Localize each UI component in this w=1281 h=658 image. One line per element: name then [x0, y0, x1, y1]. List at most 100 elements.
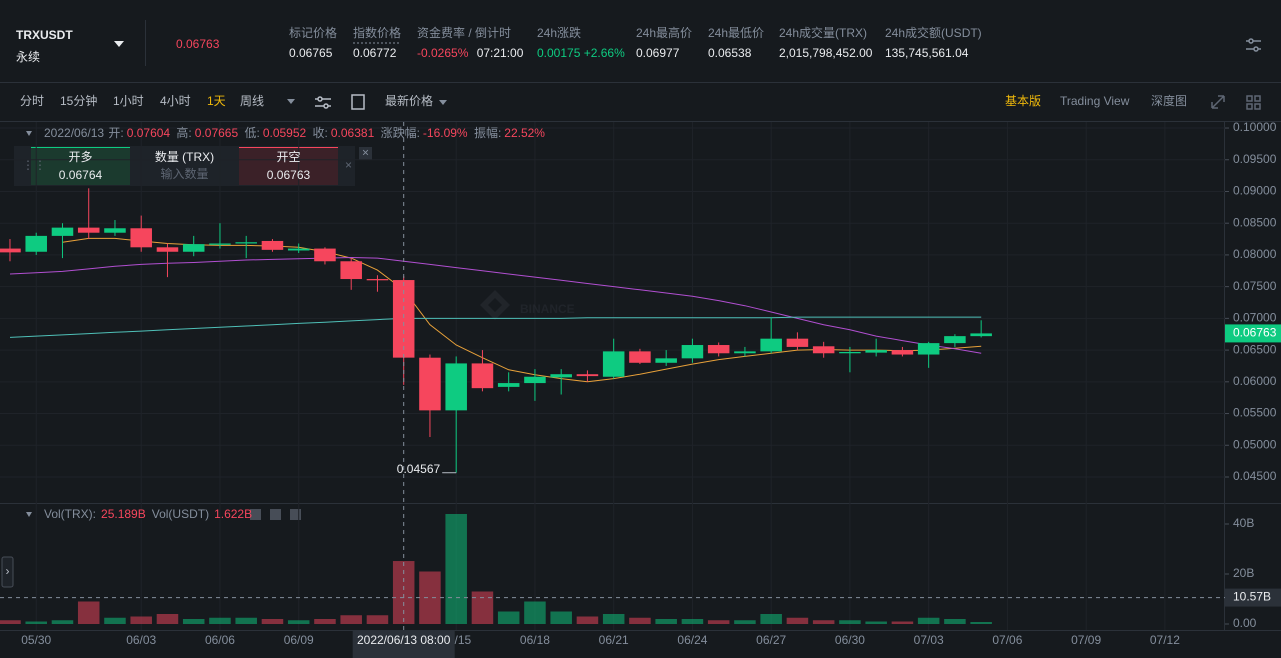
- stat-label: 24h成交量(TRX): [779, 25, 867, 40]
- interval-tab[interactable]: 1天: [207, 94, 226, 108]
- legend-label: 涨跌幅:: [381, 125, 420, 140]
- layout-icon[interactable]: [351, 94, 365, 110]
- legend-value: 0.05952: [263, 126, 307, 140]
- short-price[interactable]: 0.06763: [267, 168, 311, 182]
- candle-body: [970, 333, 992, 337]
- stat-value: 0.06765: [289, 46, 333, 60]
- volume-bar: [104, 617, 126, 624]
- candle-body: [130, 228, 152, 248]
- volume-bar: [891, 621, 914, 624]
- quantity-input[interactable]: 输入数量: [160, 166, 208, 181]
- fullscreen-icon[interactable]: [1211, 95, 1225, 109]
- indicator-icon[interactable]: [315, 96, 331, 109]
- watermark-logo: [480, 290, 510, 320]
- volume-bar: [602, 614, 625, 624]
- candle-body: [366, 279, 389, 281]
- close-icon[interactable]: ×: [362, 146, 369, 160]
- expand-icon[interactable]: ›: [6, 564, 10, 578]
- volume-legend-label: Vol(USDT): [152, 507, 209, 521]
- last-price: 0.06763: [176, 37, 220, 51]
- time-tick-label: 07/03: [914, 633, 944, 647]
- volume-legend-toggle[interactable]: [26, 512, 32, 517]
- stat-value: 0.00175 +2.66%: [537, 46, 625, 60]
- long-price[interactable]: 0.06764: [59, 168, 103, 182]
- candle-body: [156, 247, 179, 252]
- price-tick-label: 0.07000: [1233, 311, 1277, 325]
- last-price-label: 0.06763: [1233, 326, 1277, 340]
- legend-label: 低:: [244, 126, 259, 140]
- time-tick-label: 06/03: [126, 633, 156, 647]
- watermark: BINANCE: [480, 290, 575, 320]
- moving-average: [9, 316, 982, 338]
- candle-body: [0, 248, 21, 253]
- volume-bar: [944, 619, 966, 624]
- volume-bar: [25, 621, 47, 624]
- volume-bar: [839, 620, 861, 624]
- contract-type: 永续: [16, 50, 40, 64]
- short-label[interactable]: 开空: [276, 150, 300, 164]
- price-type-dropdown[interactable]: [439, 100, 447, 105]
- expand-button[interactable]: [1, 556, 14, 588]
- stat-label: 24h最低价: [708, 26, 764, 40]
- volume-bar: [681, 619, 704, 624]
- view-tab[interactable]: Trading View: [1060, 94, 1130, 108]
- volume-current-label: 10.57B: [1233, 590, 1271, 604]
- watermark-text: BINANCE: [520, 302, 575, 316]
- volume-bar: [655, 619, 677, 624]
- long-button[interactable]: [31, 147, 130, 185]
- view-tab[interactable]: 深度图: [1151, 93, 1187, 108]
- legend-toggle[interactable]: [26, 131, 32, 136]
- interval-tab[interactable]: 1小时: [113, 94, 144, 108]
- candle-body: [524, 376, 546, 384]
- volume-legend-value: 1.622B: [214, 507, 252, 521]
- long-label[interactable]: 开多: [68, 150, 92, 164]
- crosshair-label-bg: [352, 630, 455, 658]
- crosshair-label: 2022/06/13 08:00: [357, 633, 451, 647]
- candle-body: [655, 358, 677, 363]
- interval-tab[interactable]: 15分钟: [60, 93, 97, 108]
- volume-bar: [235, 617, 257, 624]
- panel-close[interactable]: ×: [345, 158, 352, 172]
- view-tab[interactable]: 基本版: [1005, 94, 1041, 108]
- interval-tab[interactable]: 周线: [240, 94, 264, 108]
- time-tick-label: 07/12: [1150, 633, 1180, 647]
- stat-value: 0.06538: [708, 46, 752, 60]
- short-button[interactable]: [239, 147, 338, 185]
- interval-tab[interactable]: 4小时: [160, 94, 191, 108]
- time-tick-label: 07/09: [1071, 633, 1101, 647]
- price-type[interactable]: 最新价格: [385, 93, 433, 108]
- quantity-label: 数量 (TRX): [155, 149, 214, 164]
- more-intervals[interactable]: [287, 99, 295, 104]
- stat-label: 标记价格: [289, 25, 337, 40]
- candle-body: [104, 228, 126, 233]
- low-label: 0.04567: [397, 462, 441, 476]
- grid-icon[interactable]: [1246, 95, 1261, 110]
- price-tick-label: 0.06500: [1233, 342, 1277, 356]
- time-tick-label: 06/30: [835, 633, 865, 647]
- volume-bar: [0, 620, 21, 624]
- symbol-dropdown[interactable]: [114, 41, 124, 47]
- settings-icon[interactable]: [1246, 38, 1261, 52]
- stat-value: 0.06977: [636, 46, 680, 60]
- volume-bar: [576, 616, 599, 624]
- price-tick-label: 0.08500: [1233, 215, 1277, 229]
- stat-value: 0.06772: [353, 46, 397, 60]
- close-box[interactable]: [359, 147, 372, 160]
- stat-label: 24h涨跌: [537, 25, 581, 40]
- volume-tick-label: 20B: [1233, 566, 1254, 580]
- price-tick-label: 0.04500: [1233, 469, 1277, 483]
- stat-value: 2,015,798,452.00: [779, 46, 873, 60]
- time-tick-label: 06/06: [205, 633, 235, 647]
- candle-body: [261, 240, 284, 250]
- header-bg: [0, 0, 1281, 82]
- grid: [0, 122, 1225, 630]
- volume-bar: [182, 619, 205, 624]
- price-tick-label: 0.09000: [1233, 184, 1277, 198]
- legend-value: -16.09%: [423, 126, 468, 140]
- price-tick-label: 0.09500: [1233, 152, 1277, 166]
- legend-value: 0.07604: [127, 126, 171, 140]
- time-tick-label: 06/21: [599, 633, 629, 647]
- interval-tab[interactable]: 分时: [20, 94, 44, 108]
- volume-bar: [760, 614, 782, 624]
- drag-handle[interactable]: ⋮⋮: [22, 158, 46, 172]
